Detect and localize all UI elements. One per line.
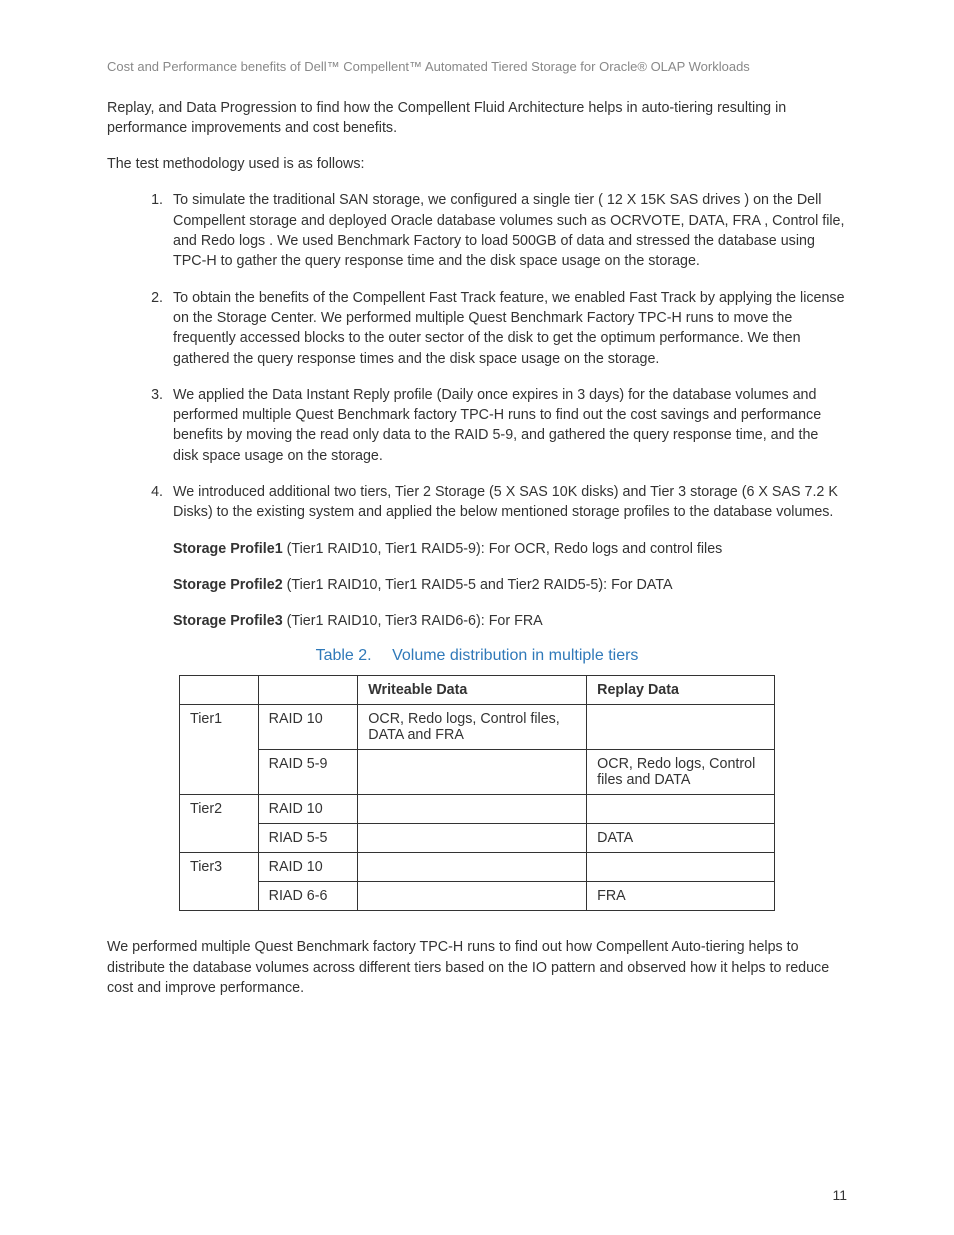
list-item: We applied the Data Instant Reply profil… — [167, 385, 847, 466]
methodology-list: To simulate the traditional SAN storage,… — [107, 190, 847, 522]
writeable-cell — [358, 824, 587, 853]
document-header: Cost and Performance benefits of Dell™ C… — [107, 58, 847, 76]
writeable-cell — [358, 882, 587, 911]
tier-cell: Tier1 — [180, 705, 259, 750]
raid-cell: RAID 10 — [258, 795, 358, 824]
profile-text: (Tier1 RAID10, Tier1 RAID5-9): For OCR, … — [283, 541, 723, 557]
paragraph-intro2: The test methodology used is as follows: — [107, 154, 847, 174]
raid-cell: RAID 10 — [258, 705, 358, 750]
replay-cell — [587, 795, 775, 824]
replay-cell: OCR, Redo logs, Control files and DATA — [587, 750, 775, 795]
storage-profile-3: Storage Profile3 (Tier1 RAID10, Tier3 RA… — [173, 611, 847, 631]
raid-cell: RIAD 6-6 — [258, 882, 358, 911]
tier-cell: Tier2 — [180, 795, 259, 824]
table-header-cell — [180, 676, 259, 705]
list-item: To obtain the benefits of the Compellent… — [167, 288, 847, 369]
table-header-cell: Writeable Data — [358, 676, 587, 705]
volume-distribution-table: Writeable Data Replay Data Tier1RAID 10O… — [179, 675, 775, 911]
page-number: 11 — [832, 1187, 847, 1203]
table-row: Tier2RAID 10 — [180, 795, 775, 824]
table-row: RIAD 5-5 DATA — [180, 824, 775, 853]
storage-profile-1: Storage Profile1 (Tier1 RAID10, Tier1 RA… — [173, 539, 847, 559]
table-row: Tier3RAID 10 — [180, 853, 775, 882]
tier-cell: Tier3 — [180, 853, 259, 882]
profile-text: (Tier1 RAID10, Tier3 RAID6-6): For FRA — [283, 613, 543, 629]
tier-cell — [180, 824, 259, 853]
tier-cell — [180, 750, 259, 795]
writeable-cell — [358, 853, 587, 882]
paragraph-closing: We performed multiple Quest Benchmark fa… — [107, 937, 847, 998]
writeable-cell — [358, 750, 587, 795]
profile-label: Storage Profile3 — [173, 613, 283, 629]
profile-label: Storage Profile2 — [173, 577, 283, 593]
table-row: RIAD 6-6 FRA — [180, 882, 775, 911]
table-row: RAID 5-9 OCR, Redo logs, Control files an… — [180, 750, 775, 795]
replay-cell: DATA — [587, 824, 775, 853]
table-header-cell: Replay Data — [587, 676, 775, 705]
list-item: We introduced additional two tiers, Tier… — [167, 482, 847, 523]
table-header-cell — [258, 676, 358, 705]
replay-cell — [587, 705, 775, 750]
writeable-cell — [358, 795, 587, 824]
page: Cost and Performance benefits of Dell™ C… — [0, 0, 954, 1235]
list-item: To simulate the traditional SAN storage,… — [167, 190, 847, 271]
replay-cell — [587, 853, 775, 882]
writeable-cell: OCR, Redo logs, Control files, DATA and … — [358, 705, 587, 750]
storage-profile-2: Storage Profile2 (Tier1 RAID10, Tier1 RA… — [173, 575, 847, 595]
table-body: Tier1RAID 10OCR, Redo logs, Control file… — [180, 705, 775, 911]
table-caption: Table 2. Volume distribution in multiple… — [107, 647, 847, 665]
profile-label: Storage Profile1 — [173, 541, 283, 557]
profile-text: (Tier1 RAID10, Tier1 RAID5-5 and Tier2 R… — [283, 577, 673, 593]
table-title: Volume distribution in multiple tiers — [392, 647, 638, 664]
tier-cell — [180, 882, 259, 911]
raid-cell: RAID 5-9 — [258, 750, 358, 795]
table-label: Table 2. — [316, 647, 372, 664]
table-row: Tier1RAID 10OCR, Redo logs, Control file… — [180, 705, 775, 750]
replay-cell: FRA — [587, 882, 775, 911]
raid-cell: RAID 10 — [258, 853, 358, 882]
paragraph-intro1: Replay, and Data Progression to find how… — [107, 98, 847, 139]
raid-cell: RIAD 5-5 — [258, 824, 358, 853]
table-header-row: Writeable Data Replay Data — [180, 676, 775, 705]
